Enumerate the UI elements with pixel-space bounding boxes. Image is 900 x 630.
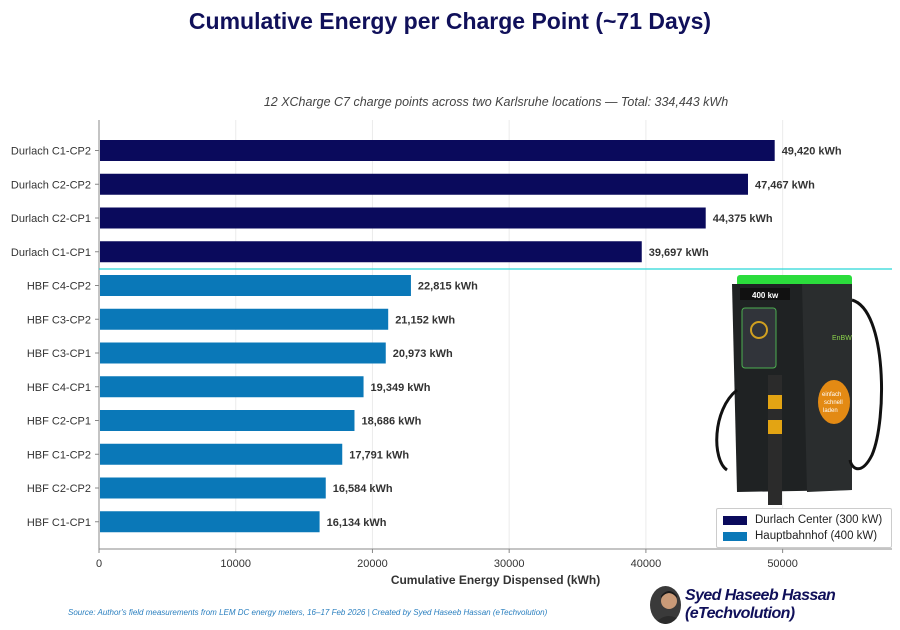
bar-6 — [100, 342, 386, 364]
legend-swatch-durlach — [723, 515, 747, 525]
charger-bollard — [768, 375, 782, 505]
y-tick-label-10: HBF C2-CP2 — [27, 483, 91, 495]
value-label-11: 16,134 kWh — [327, 517, 387, 529]
legend-label-durlach: Durlach Center (300 kW) — [755, 514, 883, 526]
author-credit: Syed Haseeb Hassan (eTechvolution) — [650, 585, 900, 625]
bar-5 — [100, 308, 389, 330]
author-avatar — [650, 586, 681, 624]
value-label-5: 21,152 kWh — [395, 314, 455, 326]
y-tick-label-9: HBF C1-CP2 — [27, 449, 91, 461]
value-label-2: 44,375 kWh — [713, 213, 773, 225]
x-axis-title: Cumulative Energy Dispensed (kWh) — [391, 573, 600, 587]
y-tick-label-5: HBF C3-CP2 — [27, 314, 91, 326]
svg-text:einfach: einfach — [822, 392, 841, 398]
x-tick-label-4: 40000 — [631, 558, 662, 570]
value-label-0: 49,420 kWh — [782, 146, 842, 158]
value-label-6: 20,973 kWh — [393, 348, 453, 360]
y-tick-label-1: Durlach C2-CP2 — [11, 179, 91, 191]
x-tick-label-1: 10000 — [220, 558, 251, 570]
bar-8 — [100, 410, 355, 431]
x-tick-label-3: 30000 — [494, 558, 525, 570]
charger-power-label: 400 kw — [752, 291, 779, 300]
charger-brand: EnBW — [832, 335, 852, 342]
charger-cable — [848, 298, 883, 471]
bar-3 — [100, 241, 642, 263]
bar-0 — [100, 140, 775, 161]
source-note: Source: Author's field measurements from… — [68, 608, 548, 617]
value-label-7: 19,349 kWh — [371, 382, 431, 394]
svg-text:laden: laden — [823, 408, 838, 414]
y-tick-label-3: Durlach C1-CP1 — [11, 247, 91, 259]
x-tick-label-0: 0 — [96, 558, 102, 570]
bar-2 — [100, 207, 706, 229]
value-label-8: 18,686 kWh — [361, 416, 421, 428]
charger-sticker — [818, 380, 850, 424]
legend-label-hbf: Hauptbahnhof (400 kW) — [755, 530, 878, 542]
chart-legend: Durlach Center (300 kW) Hauptbahnhof (40… — [716, 508, 892, 548]
ev-charger-image: 400 kw EnBW einfach schnell laden — [715, 275, 883, 505]
value-label-4: 22,815 kWh — [418, 281, 478, 293]
y-tick-label-7: HBF C4-CP1 — [27, 382, 91, 394]
bar-7 — [100, 376, 364, 398]
bar-10 — [100, 477, 326, 499]
y-tick-label-6: HBF C3-CP1 — [27, 348, 91, 360]
legend-item-durlach: Durlach Center (300 kW) — [723, 513, 882, 527]
chart-title: Cumulative Energy per Charge Point (~71 … — [188, 8, 712, 34]
y-tick-label-4: HBF C4-CP2 — [27, 281, 91, 293]
y-tick-label-8: HBF C2-CP1 — [27, 416, 91, 428]
legend-swatch-hbf — [723, 531, 747, 541]
bar-4 — [100, 275, 411, 296]
y-tick-label-2: Durlach C2-CP1 — [11, 213, 91, 225]
value-label-10: 16,584 kWh — [333, 483, 393, 495]
svg-text:schnell: schnell — [824, 400, 843, 406]
y-tick-label-11: HBF C1-CP1 — [27, 517, 91, 529]
value-label-3: 39,697 kWh — [649, 247, 709, 259]
x-tick-label-2: 20000 — [357, 558, 388, 570]
x-tick-label-5: 50000 — [767, 558, 798, 570]
chart-subtitle: 12 XCharge C7 charge points across two K… — [263, 95, 729, 109]
author-name: Syed Haseeb Hassan (eTechvolution) — [685, 587, 836, 622]
value-label-1: 47,467 kWh — [755, 179, 815, 191]
y-tick-label-0: Durlach C1-CP2 — [11, 146, 91, 158]
bar-9 — [100, 443, 343, 465]
legend-item-hbf: Hauptbahnhof (400 kW) — [723, 529, 877, 543]
bar-11 — [100, 511, 320, 533]
bar-1 — [100, 173, 748, 195]
value-label-9: 17,791 kWh — [349, 449, 409, 461]
